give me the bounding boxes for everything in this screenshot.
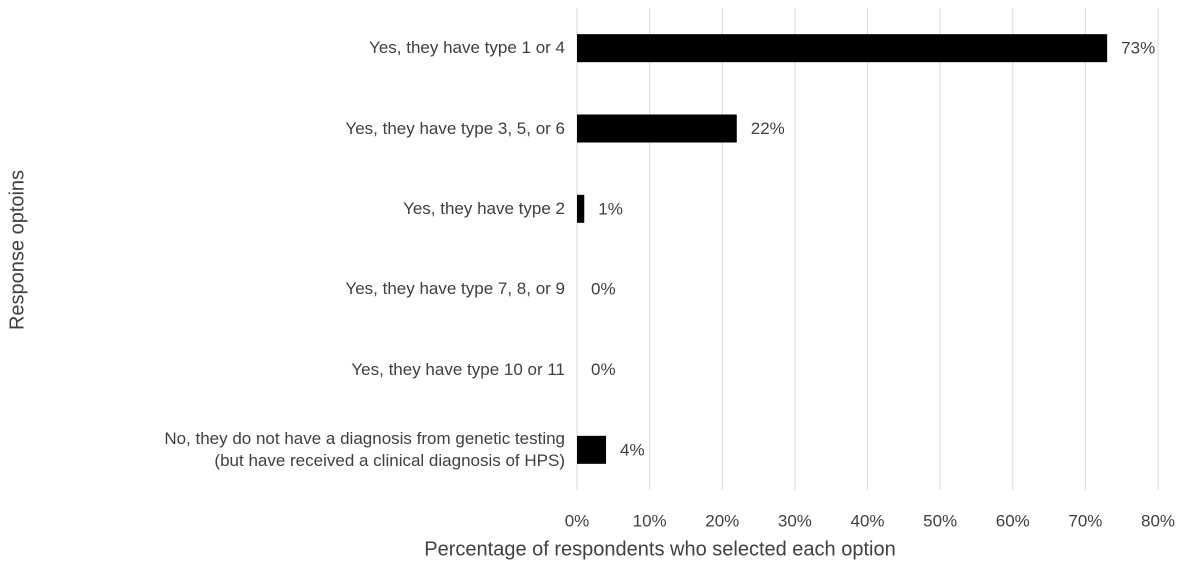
bar <box>577 114 737 143</box>
y-tick-label: No, they do not have a diagnosis from ge… <box>164 428 565 470</box>
data-label: 1% <box>598 199 623 218</box>
x-tick-label: 20% <box>705 511 739 530</box>
y-tick-label: Yes, they have type 10 or 11 <box>351 359 565 379</box>
data-label: 4% <box>620 440 645 459</box>
bar <box>577 194 585 223</box>
y-tick-label: Yes, they have type 3, 5, or 6 <box>345 118 565 138</box>
bar <box>577 34 1108 63</box>
data-label: 22% <box>751 119 785 138</box>
x-axis-title: Percentage of respondents who selected e… <box>424 538 895 560</box>
y-axis-title: Response optoins <box>6 170 28 330</box>
x-tick-label: 30% <box>778 511 812 530</box>
data-label: 0% <box>591 280 616 299</box>
data-label: 73% <box>1121 39 1155 58</box>
x-tick-label: 40% <box>850 511 884 530</box>
x-tick-label: 80% <box>1141 511 1175 530</box>
y-tick-label: Yes, they have type 2 <box>403 198 565 218</box>
y-tick-label: Yes, they have type 7, 8, or 9 <box>345 279 565 299</box>
data-label: 0% <box>591 360 616 379</box>
x-tick-label: 70% <box>1068 511 1102 530</box>
x-tick-label: 60% <box>996 511 1030 530</box>
y-tick-label: Yes, they have type 1 or 4 <box>369 38 565 58</box>
x-tick-label: 10% <box>633 511 667 530</box>
bar <box>577 435 607 464</box>
x-tick-label: 0% <box>565 511 590 530</box>
x-tick-label: 50% <box>923 511 957 530</box>
